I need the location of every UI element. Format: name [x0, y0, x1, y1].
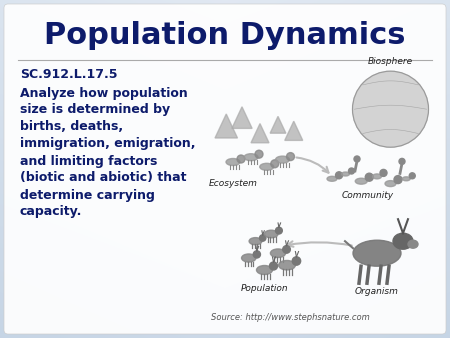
- Text: Analyze how population: Analyze how population: [20, 87, 188, 99]
- Text: and limiting factors: and limiting factors: [20, 154, 158, 168]
- Circle shape: [260, 235, 266, 241]
- Ellipse shape: [226, 159, 240, 166]
- Ellipse shape: [355, 178, 367, 184]
- Polygon shape: [215, 114, 238, 138]
- Text: Population Dynamics: Population Dynamics: [44, 22, 406, 50]
- Circle shape: [394, 176, 402, 184]
- Ellipse shape: [249, 238, 262, 245]
- Circle shape: [275, 227, 282, 234]
- Text: determine carrying: determine carrying: [20, 189, 155, 201]
- Text: Biosphere: Biosphere: [368, 57, 413, 66]
- Text: SC.912.L.17.5: SC.912.L.17.5: [20, 69, 117, 81]
- Ellipse shape: [275, 156, 289, 163]
- Circle shape: [409, 173, 415, 179]
- Circle shape: [365, 173, 373, 181]
- Ellipse shape: [353, 240, 401, 266]
- Text: Community: Community: [342, 191, 394, 200]
- Circle shape: [283, 246, 290, 253]
- Circle shape: [287, 152, 294, 161]
- Circle shape: [292, 257, 301, 265]
- Text: births, deaths,: births, deaths,: [20, 121, 123, 134]
- Ellipse shape: [242, 254, 256, 262]
- Text: capacity.: capacity.: [20, 206, 82, 218]
- Ellipse shape: [279, 261, 295, 270]
- Ellipse shape: [373, 174, 382, 179]
- Circle shape: [348, 168, 355, 174]
- Circle shape: [399, 159, 405, 164]
- Circle shape: [237, 155, 245, 163]
- Circle shape: [253, 251, 261, 258]
- Ellipse shape: [260, 163, 274, 170]
- Ellipse shape: [385, 180, 396, 187]
- Text: Source: http://www.stephsnature.com: Source: http://www.stephsnature.com: [211, 314, 369, 322]
- Ellipse shape: [408, 240, 418, 248]
- FancyBboxPatch shape: [4, 4, 446, 334]
- Ellipse shape: [265, 230, 278, 238]
- Text: size is determined by: size is determined by: [20, 103, 170, 117]
- Ellipse shape: [393, 233, 413, 249]
- Circle shape: [255, 150, 263, 158]
- Circle shape: [352, 71, 428, 147]
- Text: (biotic and abiotic) that: (biotic and abiotic) that: [20, 171, 186, 185]
- Ellipse shape: [402, 177, 410, 181]
- Ellipse shape: [256, 266, 273, 274]
- Polygon shape: [251, 124, 269, 143]
- Ellipse shape: [244, 154, 258, 161]
- Polygon shape: [285, 121, 303, 140]
- Ellipse shape: [327, 176, 337, 181]
- Circle shape: [336, 172, 342, 179]
- Circle shape: [270, 262, 278, 270]
- Polygon shape: [270, 116, 286, 133]
- Text: immigration, emigration,: immigration, emigration,: [20, 138, 195, 150]
- Ellipse shape: [342, 172, 350, 176]
- Text: Organism: Organism: [355, 287, 399, 296]
- Circle shape: [354, 156, 360, 162]
- Polygon shape: [232, 107, 252, 128]
- Circle shape: [380, 169, 387, 176]
- Text: Population: Population: [241, 284, 288, 293]
- Text: Ecosystem: Ecosystem: [208, 179, 257, 188]
- Circle shape: [271, 160, 279, 168]
- Ellipse shape: [270, 249, 286, 258]
